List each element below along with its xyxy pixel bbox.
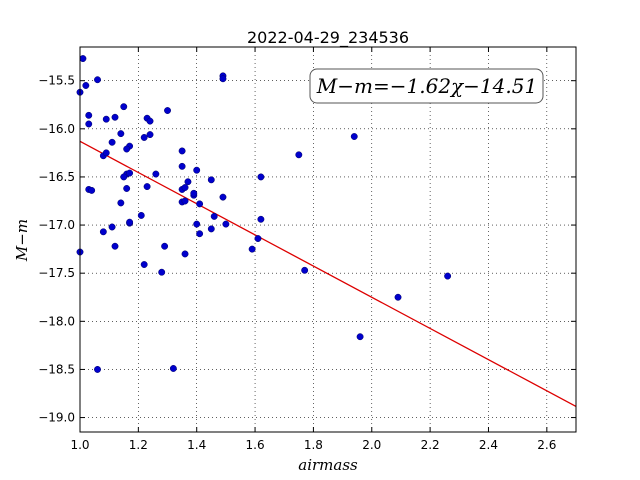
data-point <box>137 211 145 219</box>
data-point <box>85 111 93 119</box>
chart-title: 2022-04-29_234536 <box>247 28 409 48</box>
data-point <box>190 189 198 197</box>
x-axis-label: airmass <box>298 456 358 474</box>
data-point <box>178 147 186 155</box>
data-point <box>140 261 148 268</box>
data-point <box>143 183 151 191</box>
data-point <box>193 166 201 174</box>
data-point <box>196 230 204 238</box>
y-tick-label: −17.0 <box>38 218 75 232</box>
annotation-frame <box>309 68 544 104</box>
data-point <box>181 184 189 191</box>
data-point <box>117 199 125 207</box>
data-point <box>158 268 166 276</box>
x-tick-label: 1.0 <box>70 438 89 452</box>
data-point <box>108 223 116 231</box>
data-point <box>222 220 230 228</box>
y-tick-label: −17.5 <box>38 266 75 280</box>
data-point <box>152 170 160 178</box>
data-point <box>254 235 262 242</box>
data-point <box>102 115 110 123</box>
data-point <box>140 134 148 141</box>
data-point <box>184 178 192 186</box>
data-point <box>257 173 265 181</box>
data-point <box>207 176 215 184</box>
data-point <box>169 365 177 372</box>
data-point <box>394 293 402 301</box>
axis-ticks <box>79 47 576 432</box>
data-point <box>111 113 119 121</box>
x-tick-label: 2.6 <box>537 438 556 452</box>
y-tick-label: −18.0 <box>38 314 75 328</box>
data-point <box>123 145 131 153</box>
data-point <box>178 162 186 170</box>
annotation-box: M−m=−1.62χ−14.51 <box>309 68 544 104</box>
x-tick-label: 1.6 <box>246 438 265 452</box>
y-axis-label: M−m <box>13 219 31 262</box>
data-point <box>146 131 154 139</box>
x-tick-label: 1.2 <box>129 438 148 452</box>
data-point <box>257 215 265 223</box>
data-point <box>94 365 101 373</box>
data-point <box>99 228 107 236</box>
x-tick-label: 2.2 <box>421 438 440 452</box>
fit-equation-label: M−m=−1.62χ−14.51 <box>316 74 537 98</box>
data-point <box>193 220 201 228</box>
data-point <box>444 272 452 280</box>
fit-line-group <box>79 140 577 407</box>
data-point <box>117 130 125 138</box>
y-tick-label: −19.0 <box>38 411 75 425</box>
data-point <box>161 242 169 250</box>
data-point <box>79 55 87 62</box>
data-point <box>126 218 134 226</box>
x-tick-label: 1.4 <box>187 438 206 452</box>
data-point <box>120 103 128 111</box>
data-point <box>181 197 189 205</box>
data-point <box>85 120 93 128</box>
data-point <box>210 212 218 220</box>
data-point <box>126 169 134 177</box>
x-tick-label: 1.8 <box>304 438 323 452</box>
data-point <box>219 75 227 83</box>
grid-lines <box>80 47 576 432</box>
x-tick-label: 2.4 <box>479 438 498 452</box>
data-point <box>295 151 303 159</box>
fit-line <box>79 140 577 407</box>
x-tick-label: 2.0 <box>362 438 381 452</box>
data-point <box>120 173 128 181</box>
y-tick-label: −16.0 <box>38 122 75 136</box>
data-point <box>111 242 119 250</box>
data-point <box>164 107 171 114</box>
data-point <box>350 133 358 140</box>
data-point <box>248 245 256 253</box>
data-point <box>196 200 204 208</box>
data-point <box>301 266 309 274</box>
data-point <box>356 333 364 341</box>
data-point <box>123 185 131 192</box>
data-point <box>82 82 90 89</box>
data-point <box>102 149 110 157</box>
data-point <box>94 76 101 84</box>
data-point <box>181 250 189 258</box>
x-tick-labels: 1.0 1.2 1.4 1.6 1.8 2.0 2.2 2.4 2.6 <box>70 438 556 452</box>
y-tick-label: −16.5 <box>38 170 75 184</box>
data-points <box>76 55 452 373</box>
plot-frame <box>79 46 577 433</box>
data-point <box>146 117 154 125</box>
y-tick-label: −15.5 <box>38 74 75 88</box>
y-tick-label: −18.5 <box>38 362 75 376</box>
data-point <box>88 186 96 194</box>
data-point <box>108 138 116 146</box>
y-tick-labels: −15.5 −16.0 −16.5 −17.0 −17.5 −18.0 −18.5 −19.0 <box>38 74 75 425</box>
data-point <box>207 225 215 233</box>
data-point <box>219 193 227 201</box>
